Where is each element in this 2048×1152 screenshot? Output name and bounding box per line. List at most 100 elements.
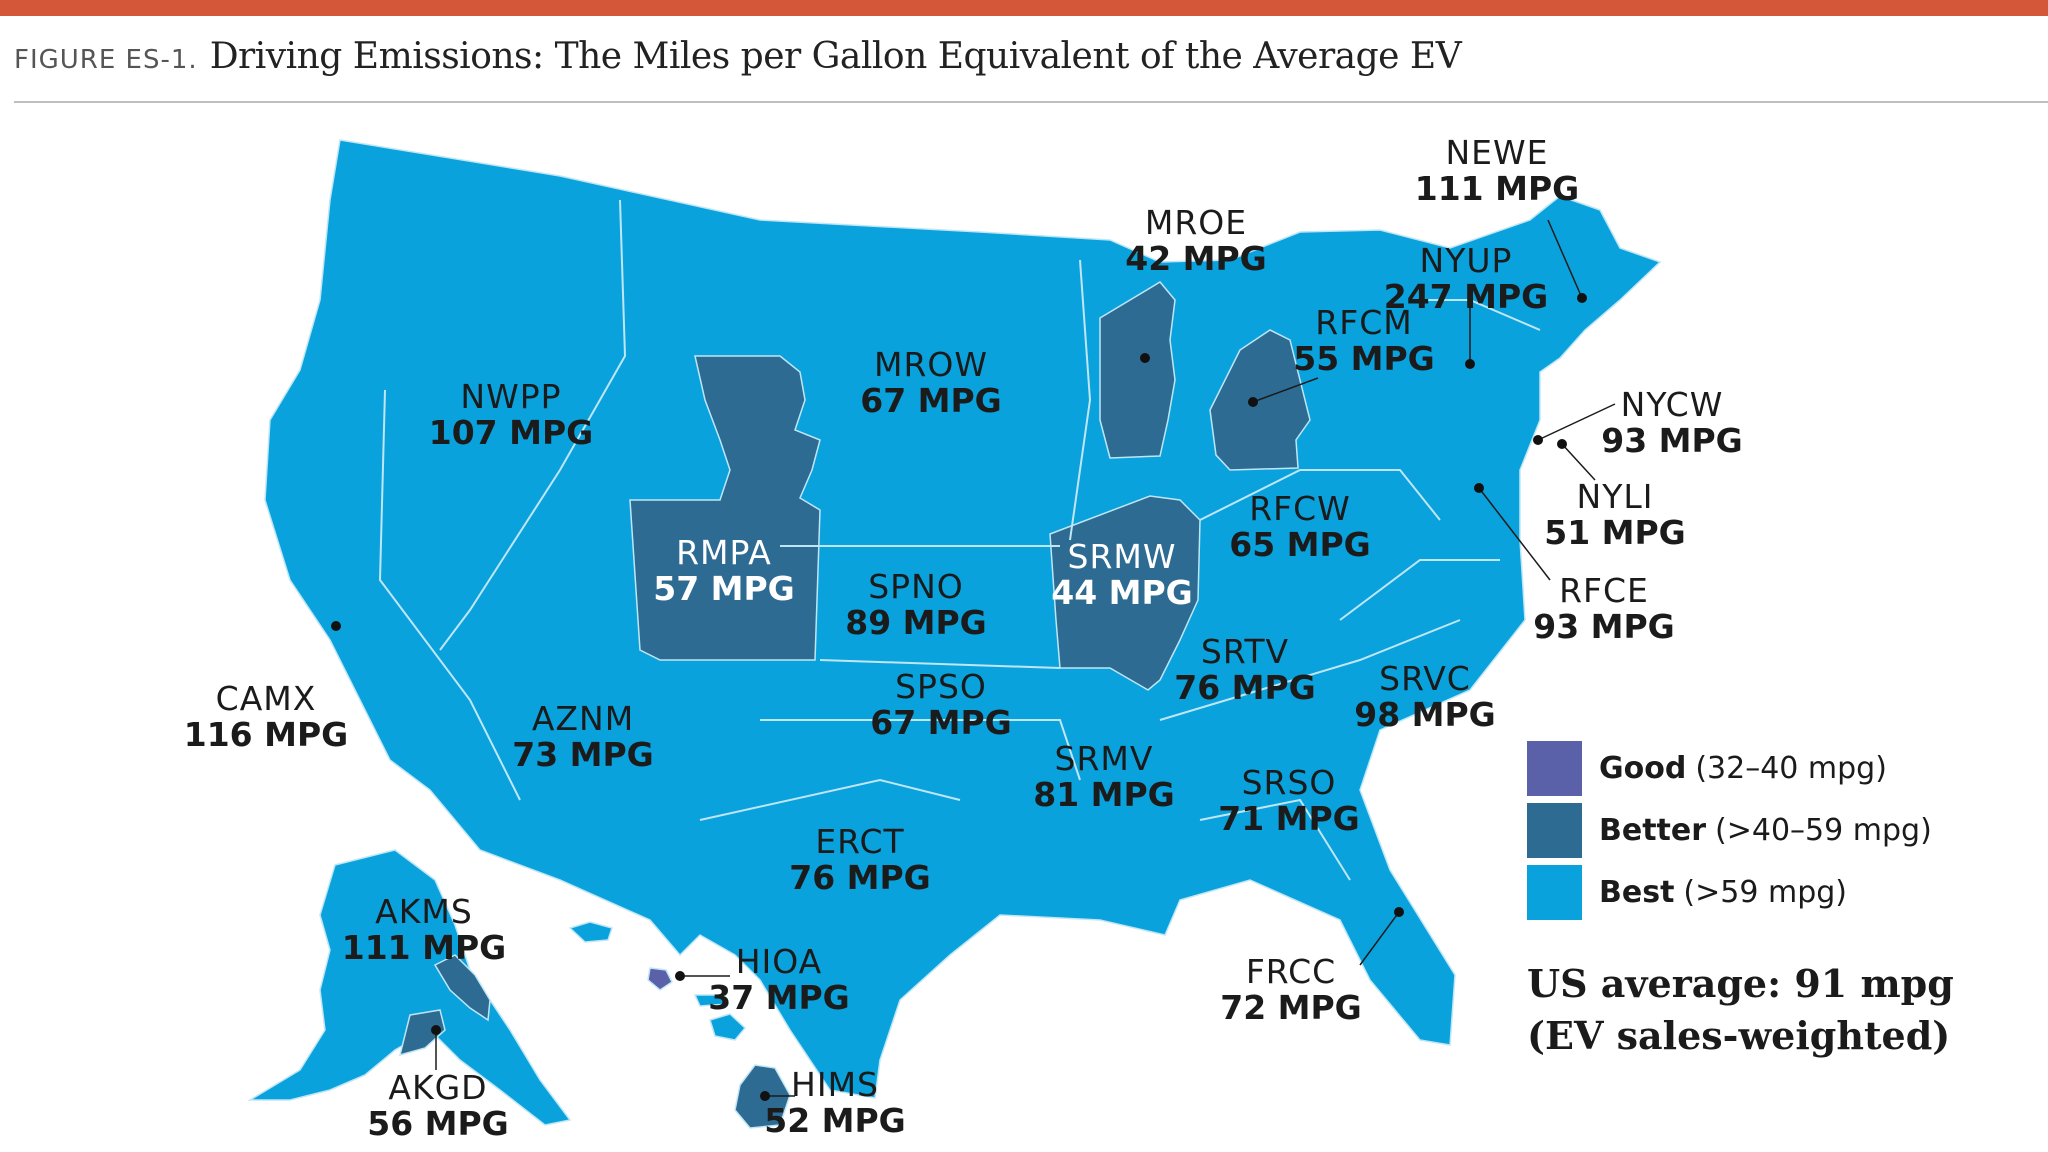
region-code: RFCW [1249,489,1351,528]
region-mpg-value: 93 MPG [1601,421,1743,460]
region-mpg-value: 51 MPG [1544,513,1686,552]
region-mpg-value: 107 MPG [428,413,594,452]
region-mpg-value: 98 MPG [1354,695,1496,734]
region-code: MROE [1144,203,1248,242]
map-markers-layer [331,219,1616,1101]
marker-dot-nyli [1557,439,1567,449]
leader-line-frcc [1359,911,1400,966]
region-label-rmpa: RMPA 57 MPG [653,536,795,605]
region-code: SRMW [1067,537,1177,576]
legend-label: Best [1599,874,1675,910]
figure-header: FIGURE ES-1. Driving Emissions: The Mile… [14,36,1462,96]
region-code: RFCE [1559,571,1649,610]
region-label-spno: SPNO 89 MPG [845,570,987,639]
region-mpg-value: 65 MPG [1229,525,1371,564]
border-rfcw [1199,469,1441,521]
region-mpg-value: 71 MPG [1218,799,1360,838]
region-code: SRMV [1054,739,1154,778]
leader-line-rfce [1478,487,1551,581]
border-spno-south [819,659,1061,669]
region-mpg-value: 76 MPG [1174,668,1316,707]
border-srso [1199,798,1351,881]
region-code: AKGD [388,1068,488,1107]
marker-dot-mroe [1140,353,1150,363]
region-mpg-value: 57 MPG [653,569,795,608]
figure-label: FIGURE ES-1. [14,45,198,75]
region-mpg-value: 247 MPG [1383,277,1549,316]
region-code: SRTV [1200,632,1290,671]
region-mpg-value: 111 MPG [341,928,507,967]
region-code: ERCT [815,822,905,861]
region-label-frcc: FRCC 72 MPG [1220,955,1362,1024]
region-code: NYLI [1576,477,1654,516]
region-code: MROW [873,345,988,384]
region-akgd-inset-shape [398,1009,446,1057]
region-label-srmw: SRMW 44 MPG [1051,540,1193,609]
region-code: NYCW [1620,385,1724,424]
map-borders-layer [378,199,1541,881]
figure-title: Driving Emissions: The Miles per Gallon … [209,36,1462,77]
region-label-newe: NEWE 111 MPG [1415,136,1579,205]
region-mpg-value: 76 MPG [789,858,931,897]
legend-label: Better [1599,812,1707,848]
region-mroe-shape [1099,281,1176,459]
legend-range: (32–40 mpg) [1695,750,1887,786]
leader-line-newe [1547,219,1583,299]
marker-dot-camx [331,621,341,631]
region-code: RMPA [676,533,772,572]
region-mpg-value: 93 MPG [1533,607,1675,646]
top-accent-rule [0,0,2048,16]
region-code: SPNO [868,567,964,606]
marker-dot-rfce [1474,483,1484,493]
legend-swatch [1527,740,1582,796]
region-mpg-value: 67 MPG [860,381,1002,420]
region-label-srmv: SRMV 81 MPG [1033,742,1175,811]
region-label-camx: CAMX 116 MPG [184,682,348,751]
region-label-mroe: MROE 42 MPG [1125,206,1267,275]
region-mpg-value: 42 MPG [1125,239,1267,278]
marker-dot-hims [760,1091,770,1101]
region-code: NWPP [460,377,562,416]
region-label-akgd: AKGD 56 MPG [367,1071,509,1140]
region-mpg-value: 72 MPG [1220,988,1362,1027]
border-spso-south [760,719,1081,781]
region-label-srvc: SRVC 98 MPG [1354,662,1496,731]
map-regions-layer [247,139,1662,1129]
region-label-mrow: MROW 67 MPG [860,348,1002,417]
us-average-note: US average: 91 mpg (EV sales-weighted) [1527,958,1954,1062]
leader-line-nycw [1537,403,1616,441]
marker-dot-frcc [1394,907,1404,917]
region-label-nyup: NYUP 247 MPG [1384,244,1548,313]
region-mpg-value: 37 MPG [708,978,850,1017]
legend-swatch [1527,864,1582,920]
region-code: SRSO [1241,763,1337,802]
hawaii-island-molokai [693,994,730,1007]
legend-label: Good [1599,750,1687,786]
marker-dot-akgd [431,1025,441,1035]
leader-line-nyli [1561,443,1596,481]
region-code: NEWE [1445,133,1549,172]
marker-dot-rfcm [1248,397,1258,407]
region-label-aznm: AZNM 73 MPG [512,702,654,771]
region-label-spso: SPSO 67 MPG [870,670,1012,739]
region-code: FRCC [1245,952,1337,991]
region-mpg-value: 73 MPG [512,735,654,774]
border-california [378,389,521,801]
region-label-hims: HIMS 52 MPG [764,1068,906,1137]
us-average-value: US average: 91 mpg [1527,961,1954,1006]
region-akms-inset-shape [433,954,491,1022]
region-mpg-value: 56 MPG [367,1104,509,1143]
region-label-nwpp: NWPP 107 MPG [429,380,593,449]
header-divider [14,101,2048,103]
marker-dot-nyup [1465,359,1475,369]
region-code: HIMS [791,1065,879,1104]
region-mpg-value: 81 MPG [1033,775,1175,814]
region-mpg-value: 89 MPG [845,603,987,642]
marker-dot-newe [1577,293,1587,303]
region-code: CAMX [215,679,317,718]
border-mrow-east [1069,259,1092,541]
region-code: RFCM [1315,303,1413,342]
leader-line-rfcm [1252,377,1319,403]
border-srtv [1159,619,1461,721]
